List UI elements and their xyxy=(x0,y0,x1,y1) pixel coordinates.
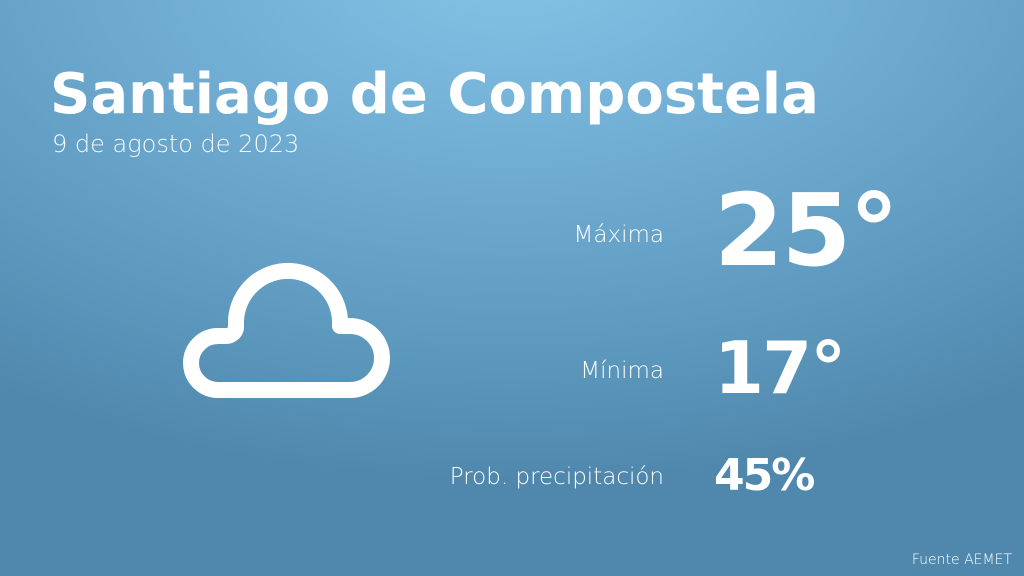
city-title: Santiago de Compostela xyxy=(50,62,819,127)
source-credit: Fuente AEMET xyxy=(911,552,1012,568)
forecast-date: 9 de agosto de 2023 xyxy=(52,130,300,158)
precip-prob-value: 45% xyxy=(714,450,815,501)
cloud-icon xyxy=(180,256,396,412)
min-temp-value: 17° xyxy=(714,326,846,410)
max-temp-label: Máxima xyxy=(573,222,664,248)
precip-prob-label: Prob. precipitación xyxy=(449,464,664,490)
min-temp-label: Mínima xyxy=(580,358,664,384)
max-temp-value: 25° xyxy=(714,172,899,289)
